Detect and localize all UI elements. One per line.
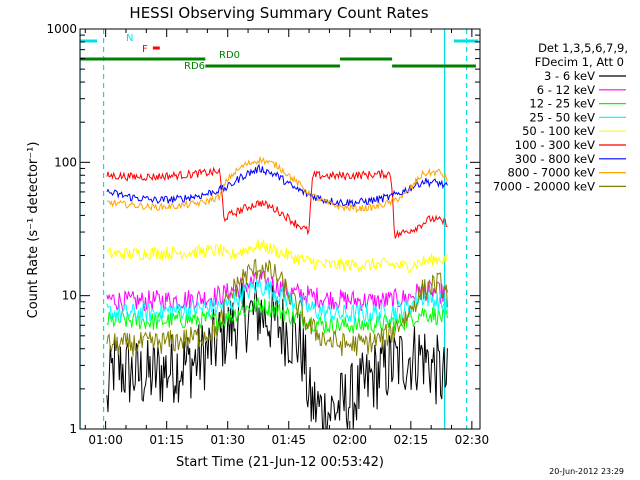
legend-label-4: 50 - 100 keV (522, 124, 595, 138)
x-tick-label-0: 01:00 (88, 433, 123, 447)
x-tick-label-2: 01:30 (210, 433, 245, 447)
legend-label-8: 7000 - 20000 keV (493, 179, 595, 193)
legend: Det 1,3,5,6,7,9, FDecim 1, Att 0 3 - 6 k… (493, 41, 628, 193)
x-tick-label-3: 01:45 (271, 433, 306, 447)
legend-label-1: 6 - 12 keV (537, 83, 595, 97)
plot-frame (79, 28, 481, 430)
legend-label-2: 12 - 25 keV (529, 97, 595, 111)
date-stamp: 20-Jun-2012 23:29 (549, 467, 624, 476)
series-line-4 (106, 239, 448, 274)
x-tick-label-4: 02:00 (332, 433, 367, 447)
legend-label-7: 800 - 7000 keV (507, 166, 595, 180)
series-line-0 (106, 280, 448, 429)
series-line-7 (106, 156, 448, 214)
annotation-rd0: RD0 (219, 50, 240, 61)
x-tick-label-1: 01:15 (149, 433, 184, 447)
y-tick-label-1: 10 (62, 289, 77, 303)
legend-label-3: 25 - 50 keV (529, 110, 595, 124)
y-axis-label: Count Rate (s⁻¹ detector⁻¹) (26, 142, 41, 319)
x-tick-label-6: 02:30 (455, 433, 490, 447)
annotation-rd6: RD6 (184, 61, 205, 72)
legend-label-5: 100 - 300 keV (515, 138, 595, 152)
chart-title: HESSI Observing Summary Count Rates (129, 4, 428, 22)
x-axis-label: Start Time (21-Jun-12 00:53:42) (176, 455, 384, 470)
annotation-n: N (126, 33, 133, 44)
x-tick-label-5: 02:15 (394, 433, 429, 447)
series-line-3 (106, 279, 448, 325)
legend-label-0: 3 - 6 keV (544, 69, 595, 83)
series-line-2 (106, 297, 448, 335)
series-line-8 (106, 258, 448, 357)
y-tick-label-3: 1000 (46, 22, 77, 36)
y-tick-label-0: 1 (69, 422, 77, 436)
series-line-6 (106, 163, 448, 208)
annotation-f: F (142, 44, 148, 55)
legend-header-detectors: Det 1,3,5,6,7,9, (538, 41, 628, 55)
legend-label-6: 300 - 800 keV (515, 152, 595, 166)
legend-header-decimation: FDecim 1, Att 0 (535, 55, 624, 69)
y-tick-label-2: 100 (54, 155, 77, 169)
series-line-5 (106, 166, 448, 239)
